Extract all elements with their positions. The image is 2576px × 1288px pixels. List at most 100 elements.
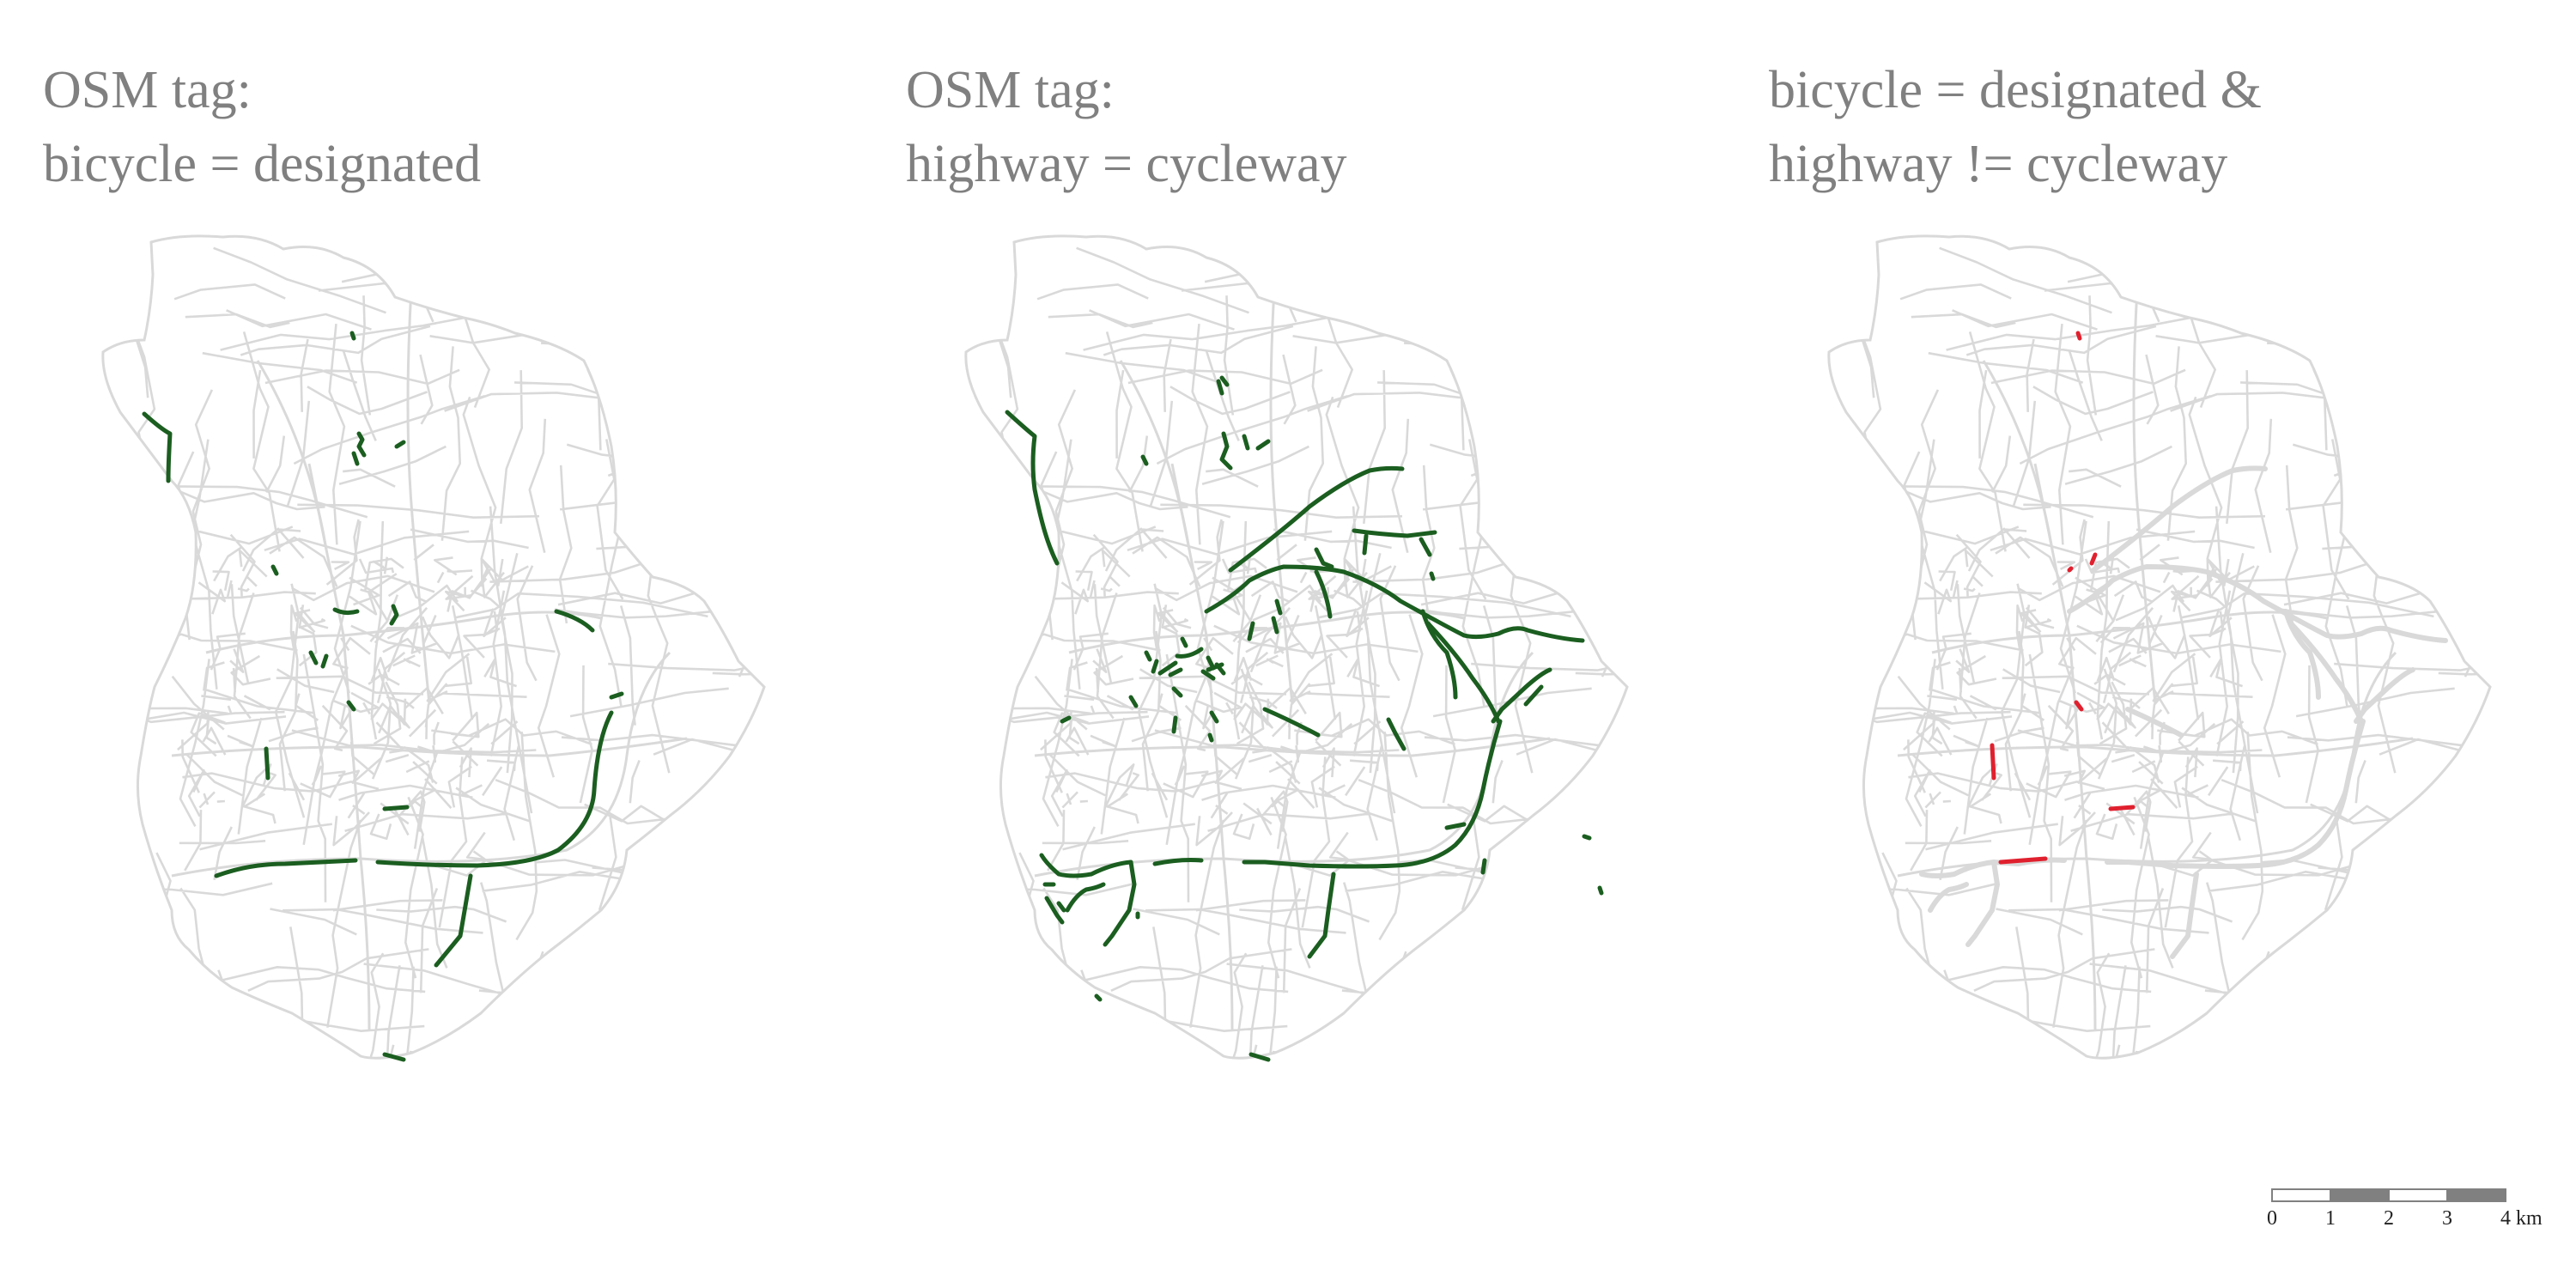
panel-title: bicycle = designated & highway != cyclew… bbox=[1769, 53, 2262, 201]
scale-bar-segment bbox=[2271, 1188, 2331, 1202]
highlight-segment bbox=[1209, 710, 1219, 724]
scale-tick-label: 2 bbox=[2384, 1207, 2394, 1230]
highlight-segment bbox=[1157, 660, 1178, 676]
highlight-segment bbox=[1128, 695, 1139, 708]
highlight-segment bbox=[1386, 717, 1406, 751]
highlight-segment bbox=[1065, 882, 1106, 913]
highlight-segment bbox=[1262, 707, 1321, 738]
highlight-segment bbox=[1274, 598, 1283, 616]
boundary-line bbox=[101, 234, 766, 1060]
highlight-segment bbox=[1480, 858, 1487, 875]
highlight-segment bbox=[1352, 528, 1437, 538]
highlight-segment bbox=[1060, 715, 1072, 724]
highlight-segment bbox=[214, 858, 358, 878]
highlighted-segments bbox=[142, 331, 624, 1062]
highlight-segment bbox=[1103, 860, 1137, 947]
highlight-segment bbox=[2075, 331, 2082, 341]
highlight-segment bbox=[349, 331, 356, 341]
panel-title-line-1: OSM tag: bbox=[906, 61, 1115, 119]
scale-tick-label: 0 bbox=[2267, 1207, 2277, 1230]
highlight-segment bbox=[1249, 1052, 1271, 1062]
highlight-segment bbox=[1039, 853, 1133, 878]
arterial-road bbox=[205, 611, 602, 654]
highlight-segment bbox=[2108, 805, 2136, 811]
highlight-segment bbox=[1582, 834, 1592, 841]
cycleway-line bbox=[2125, 707, 2184, 738]
highlight-segment bbox=[2067, 566, 2074, 573]
highlight-segment bbox=[1990, 743, 1996, 781]
arterial-road bbox=[2132, 274, 2157, 705]
panel-title-line-2: bicycle = designated bbox=[43, 135, 482, 193]
highlight-segment bbox=[1140, 454, 1149, 466]
highlight-segment bbox=[1998, 856, 2048, 865]
panel-title-line-2: highway = cycleway bbox=[906, 135, 1347, 193]
highlight-segment bbox=[1207, 732, 1214, 743]
highlight-segment bbox=[356, 431, 367, 458]
highlight-segment bbox=[142, 411, 173, 483]
highlight-segment bbox=[1425, 621, 1501, 724]
street-lines bbox=[102, 235, 765, 1059]
highlight-segment bbox=[308, 650, 319, 665]
highlight-segment bbox=[1214, 662, 1226, 676]
scale-bar-segment bbox=[2388, 1188, 2448, 1202]
scale-bar-segment bbox=[2446, 1188, 2506, 1202]
cycleway-line bbox=[2288, 621, 2364, 724]
highlight-segment bbox=[1419, 537, 1432, 557]
highlight-segment bbox=[1271, 616, 1279, 635]
boundary-line bbox=[964, 234, 1629, 1060]
highlight-segment bbox=[382, 1052, 406, 1062]
arterial-road bbox=[1119, 360, 1191, 550]
highlighted-segments bbox=[1005, 375, 1604, 1062]
highlight-segment bbox=[1180, 636, 1188, 648]
highlight-segment bbox=[1242, 719, 1503, 869]
highlight-segment bbox=[1216, 379, 1224, 396]
highlight-segment bbox=[1144, 650, 1152, 662]
map-panel-designated-not-cycleway: bicycle = designated & highway != cyclew… bbox=[1726, 0, 2576, 1116]
highlight-segment bbox=[1597, 885, 1604, 896]
arterial-road bbox=[2033, 463, 2097, 1031]
highlight-segment bbox=[1044, 896, 1065, 925]
scale-tick-label: 1 bbox=[2325, 1207, 2336, 1230]
arterial-road bbox=[171, 651, 671, 878]
arterial-road bbox=[171, 737, 688, 757]
highlight-segment bbox=[1523, 684, 1544, 707]
cycleway-line bbox=[2105, 719, 2366, 869]
highlight-segment bbox=[382, 805, 410, 811]
highlight-segment bbox=[1219, 375, 1230, 387]
arterial-road bbox=[1034, 651, 1534, 878]
cycleway-line bbox=[2170, 872, 2199, 959]
highlight-segment bbox=[609, 691, 624, 700]
highlight-segment bbox=[346, 700, 356, 712]
highlight-segment bbox=[1362, 533, 1369, 556]
highlight-segment bbox=[351, 451, 360, 466]
highlight-segment bbox=[1219, 431, 1233, 471]
scale-bar-segment bbox=[2330, 1188, 2390, 1202]
boundary-line bbox=[1827, 234, 2492, 1060]
highlight-segment bbox=[320, 653, 329, 669]
arterial-road bbox=[406, 274, 431, 705]
cycleway-line bbox=[1928, 882, 1969, 913]
highlight-segment bbox=[1247, 621, 1255, 641]
network-map bbox=[101, 234, 766, 1062]
highlight-segment bbox=[1429, 571, 1436, 581]
highlight-segment bbox=[1491, 667, 1552, 724]
highlight-segment bbox=[1444, 822, 1467, 830]
highlight-segment bbox=[434, 873, 473, 968]
cycleway-line bbox=[2091, 465, 2268, 573]
arterial-road bbox=[1034, 737, 1551, 757]
arterial-road bbox=[1982, 360, 2054, 550]
arterial-road bbox=[1931, 611, 2328, 654]
arterial-road bbox=[256, 360, 328, 550]
scale-tick-label: 3 bbox=[2442, 1207, 2452, 1230]
panel-title-line-2: highway != cycleway bbox=[1769, 135, 2228, 193]
highlight-segment bbox=[375, 710, 614, 868]
map-panel-bicycle-designated: OSM tag: bicycle = designated bbox=[0, 0, 859, 1116]
highlight-segment bbox=[264, 746, 270, 781]
arterial-road bbox=[1269, 274, 1294, 705]
highlight-segment bbox=[1204, 564, 1585, 643]
highlight-segment bbox=[1171, 686, 1183, 698]
highlight-segment bbox=[1228, 465, 1405, 573]
highlight-segment bbox=[1200, 669, 1216, 681]
street-network bbox=[101, 234, 766, 1060]
